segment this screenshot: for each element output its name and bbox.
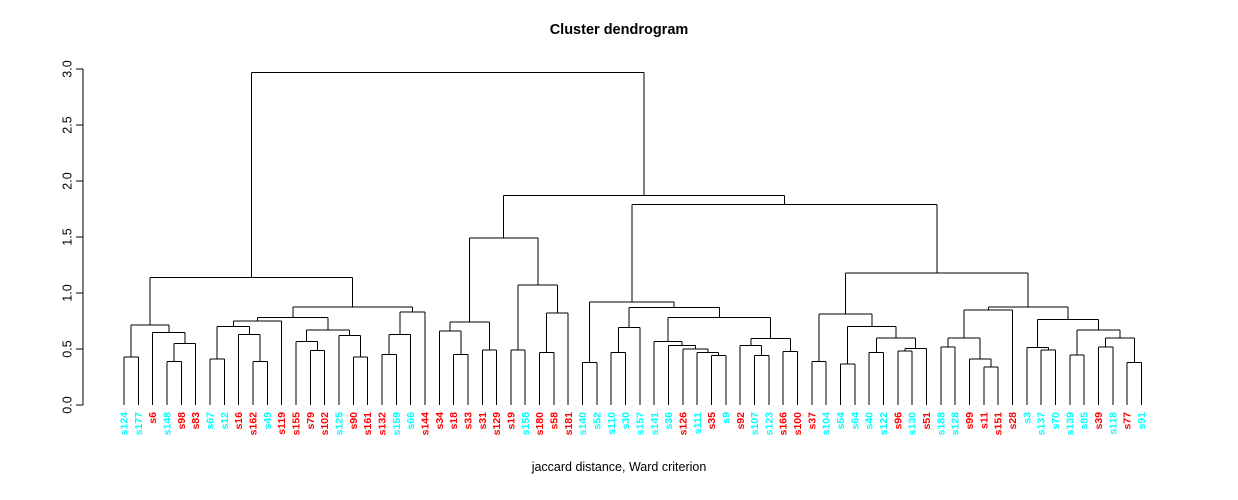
leaf-label: s54 [835, 412, 847, 430]
leaf-label: s159 [391, 412, 403, 436]
leaf-label: s161 [362, 412, 374, 436]
leaf-label: s119 [276, 412, 288, 435]
leaf-label: s96 [892, 412, 904, 430]
leaf-label: s157 [634, 412, 646, 436]
leaf-label: s19 [505, 412, 517, 430]
leaf-label: s100 [792, 412, 804, 436]
chart-title: Cluster dendrogram [549, 22, 689, 38]
leaf-label: s180 [534, 412, 546, 436]
leaf-label: s111 [692, 412, 704, 434]
leaf-label: s162 [248, 412, 260, 436]
leaf-label: s40 [864, 412, 876, 430]
leaf-label: s18 [448, 412, 460, 430]
leaf-label: s36 [663, 412, 675, 430]
x-axis-label: jaccard distance, Ward criterion [531, 460, 707, 474]
leaf-label: s67 [205, 412, 217, 430]
leaf-label: s140 [577, 412, 589, 436]
leaf-label: s126 [677, 412, 689, 436]
leaf-label: s39 [1093, 412, 1105, 430]
y-tick-label: 3.0 [60, 60, 74, 77]
leaf-label: s79 [305, 412, 317, 430]
leaf-label: s148 [162, 412, 174, 436]
leaf-label: s31 [477, 412, 489, 430]
leaf-label: s158 [520, 412, 532, 436]
y-tick-label: 2.5 [60, 116, 74, 133]
leaf-label: s188 [935, 412, 947, 436]
leaf-label: s52 [591, 412, 603, 430]
leaf-label: s125 [334, 412, 346, 436]
leaf-label: s37 [806, 412, 818, 430]
leaf-label: s132 [377, 412, 389, 436]
leaf-label: s83 [190, 412, 202, 430]
leaf-label: s35 [706, 412, 718, 430]
leaf-label: s3 [1021, 412, 1033, 424]
leaf-label: s58 [548, 412, 560, 430]
leaf-label: s110 [606, 412, 618, 435]
leaf-label: s144 [420, 412, 432, 436]
leaf-label: s124 [119, 412, 131, 436]
leaf-label: s128 [950, 412, 962, 436]
leaf-label: s122 [878, 412, 890, 436]
leaf-label: s70 [1050, 412, 1062, 430]
leaf-label: s130 [907, 412, 919, 436]
leaf-label: s16 [233, 412, 245, 430]
leaf-label: s28 [1007, 412, 1019, 430]
leaf-label: s85 [1079, 412, 1091, 430]
y-tick-label: 1.0 [60, 284, 74, 301]
y-tick-label: 1.5 [60, 228, 74, 245]
leaf-label: s166 [778, 412, 790, 436]
leaf-label: s141 [649, 412, 661, 436]
leaf-label: s66 [405, 412, 417, 430]
leaf-label: s123 [763, 412, 775, 436]
leaf-label: s51 [921, 412, 933, 430]
leaf-label: s9 [720, 412, 732, 424]
leaf-label: s155 [291, 412, 303, 436]
leaf-label: s107 [749, 412, 761, 436]
leaf-label: s90 [348, 412, 360, 430]
leaf-label: s118 [1107, 412, 1119, 435]
leaf-label: s6 [147, 412, 159, 424]
leaf-label: s129 [491, 412, 503, 436]
leaf-label: s49 [262, 412, 274, 430]
leaf-label: s151 [993, 412, 1005, 436]
leaf-label: s139 [1064, 412, 1076, 436]
leaf-label: s12 [219, 412, 231, 430]
leaf-label: s30 [620, 412, 632, 430]
y-tick-label: 2.0 [60, 172, 74, 189]
leaf-label: s77 [1122, 412, 1134, 430]
leaf-label: s11 [978, 412, 990, 429]
leaf-label: s177 [133, 412, 145, 436]
leaf-label: s104 [821, 412, 833, 436]
leaf-label: s137 [1036, 412, 1048, 436]
leaf-label: s92 [735, 412, 747, 430]
leaf-label: s181 [563, 412, 575, 436]
leaf-label: s91 [1136, 412, 1148, 430]
leaf-label: s99 [964, 412, 976, 430]
leaf-label: s64 [849, 412, 861, 430]
leaf-label: s102 [319, 412, 331, 436]
y-tick-label: 0.0 [60, 396, 74, 413]
leaf-label: s34 [434, 412, 446, 430]
leaf-label: s33 [462, 412, 474, 430]
leaf-label: s98 [176, 412, 188, 430]
y-tick-label: 0.5 [60, 340, 74, 357]
